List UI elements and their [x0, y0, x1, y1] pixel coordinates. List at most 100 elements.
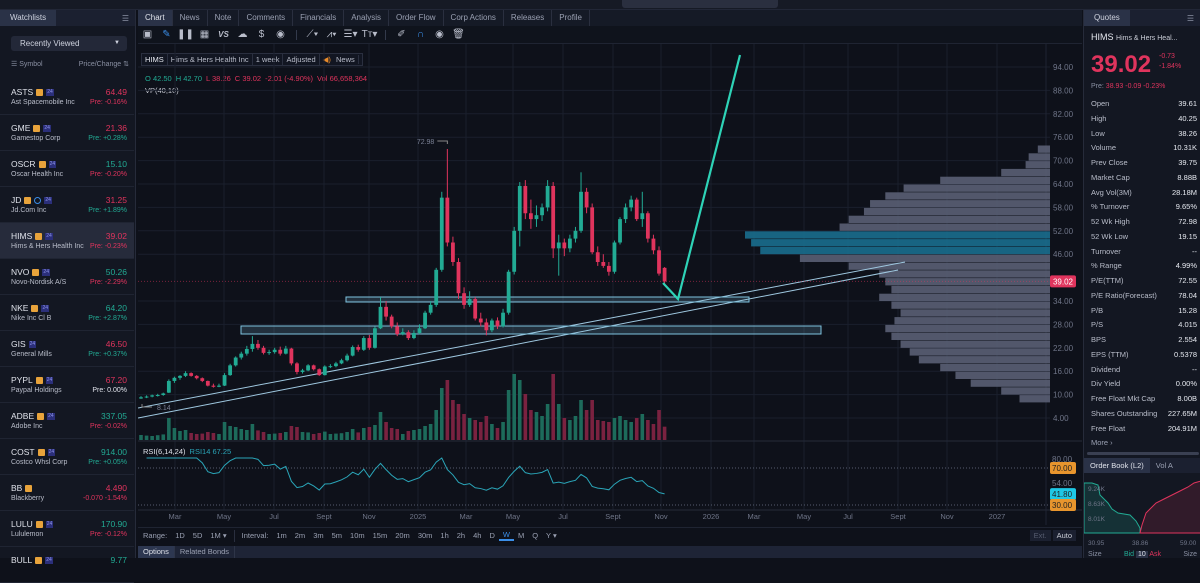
watchlist-header: Watchlists ☰ [0, 10, 135, 26]
tab-analysis[interactable]: Analysis [344, 10, 389, 26]
price-chart[interactable]: 94.00 88.00 82.00 76.00 70.00 64.00 58.00 52.00… [138, 44, 1082, 526]
order-book-tab[interactable]: Order Book (L2) [1084, 458, 1150, 473]
24h-trading-icon: 24 [47, 448, 56, 456]
quote-stat-label: Market Cap [1091, 172, 1130, 182]
rsi-label[interactable]: RSI(6,14,24) [143, 447, 186, 456]
interval-w[interactable]: W [498, 530, 514, 541]
watchlist-row-cost[interactable]: COST 24 Costco Whsl Corp 914.00 Pre: +0.05% [0, 439, 134, 475]
quotes-tab[interactable]: Quotes [1084, 10, 1130, 26]
tab-corp-actions[interactable]: Corp Actions [444, 10, 504, 26]
fib-tool-icon[interactable]: ☰▾ [343, 29, 358, 40]
interval-m[interactable]: M [517, 531, 525, 540]
tab-note[interactable]: Note [208, 10, 240, 26]
range-1m[interactable]: 1M ▾ [210, 531, 227, 540]
tab-news[interactable]: News [173, 10, 208, 26]
tab-financials[interactable]: Financials [293, 10, 345, 26]
trash-icon[interactable]: 🗑 [452, 29, 465, 40]
interval-2h[interactable]: 2h [456, 531, 466, 540]
range-5d[interactable]: 5D [192, 531, 203, 540]
watchlist-row-nke[interactable]: NKE 24 Nike Inc Cl B 64.20 Pre: +2.87% [0, 295, 134, 331]
watchlist-row-bb[interactable]: BB Blackberry 4.490 -0.070 -1.54% [0, 475, 134, 511]
interval-y[interactable]: Y ▾ [546, 531, 557, 540]
volume-bar [272, 433, 277, 440]
watchlist-row-adbe[interactable]: ADBE 24 Adobe Inc 337.05 Pre: -0.02% [0, 403, 134, 439]
candle-body [456, 262, 461, 294]
vol-analysis-tab[interactable]: Vol A [1155, 461, 1173, 470]
interval-d[interactable]: D [489, 531, 495, 540]
watchlist-row-bull[interactable]: BULL 24 9.77 [0, 547, 134, 583]
candle-body [451, 242, 455, 262]
extended-hours-toggle[interactable]: Ext. [1029, 530, 1051, 541]
watchlist-row-oscr[interactable]: OSCR 24 Oscar Health Inc 15.10 Pre: -0.20% [0, 151, 134, 187]
interval-4h[interactable]: 4h [473, 531, 482, 540]
tab-releases[interactable]: Releases [504, 10, 553, 26]
pattern-tool-icon[interactable]: ⩘▾ [326, 29, 337, 40]
trendline-tool-icon[interactable]: ⟋▾ [306, 29, 319, 40]
volume-profile-bar [940, 176, 1050, 184]
tab-related-bonds[interactable]: Related Bonds [175, 546, 236, 558]
dividend-icon[interactable]: ◉ [276, 29, 285, 40]
interval-30m[interactable]: 30m [417, 531, 433, 540]
watchlist-row-pypl[interactable]: PYPL 24 Paypal Holdings 67.20 Pre: 0.00% [0, 367, 134, 403]
horizontal-scrollbar[interactable] [1087, 452, 1199, 455]
candle-body [144, 396, 149, 398]
interval-1h[interactable]: 1h [440, 531, 449, 540]
watchlist-row-hims[interactable]: HIMS 24 Hims & Hers Health Inc 39.02 Pre: -0… [0, 223, 134, 259]
dollar-icon[interactable]: $ [258, 29, 265, 40]
watchlists-tab[interactable]: Watchlists [0, 10, 57, 26]
volume-bar [395, 429, 400, 440]
menu-icon[interactable]: ☰ [121, 13, 129, 23]
quote-row--range: % Range 4.99% [1091, 259, 1197, 274]
quote-row-free-float-mkt-cap: Free Float Mkt Cap 8.00B [1091, 392, 1197, 407]
sort-price-header[interactable]: Price/Change ⇅ [78, 61, 129, 68]
row-change: -0.070 -1.54% [83, 495, 127, 502]
more-stats-link[interactable]: More › [1091, 438, 1113, 447]
draw-pencil-icon[interactable]: ✎ [162, 29, 171, 40]
watchlist-row-gis[interactable]: GIS 24 General Mills 46.50 Pre: +0.37% [0, 331, 134, 367]
watchlist-row-asts[interactable]: ASTS 24 Ast Spacemobile Inc 64.49 Pre: -0.16… [0, 79, 134, 115]
tab-comments[interactable]: Comments [239, 10, 294, 26]
watchlist-row-gme[interactable]: GME 24 Gamestop Corp 21.36 Pre: +0.28% [0, 115, 134, 151]
chart-symbol[interactable]: HIMS [142, 54, 168, 65]
brush-icon[interactable]: ✐ [397, 29, 406, 40]
sort-symbol-header[interactable]: ☰ Symbol [11, 61, 43, 68]
global-search-input[interactable] [622, 0, 778, 8]
watchlist-row-lulu[interactable]: LULU 24 Lululemon 170.90 Pre: -0.12% [0, 511, 134, 547]
support-zone-lower [240, 325, 822, 335]
interval-15m[interactable]: 15m [372, 531, 388, 540]
adjust-selector[interactable]: Adjusted [283, 54, 320, 65]
tab-options[interactable]: Options [138, 546, 175, 558]
interval-1m[interactable]: 1m [276, 531, 287, 540]
watchlist-row-jd[interactable]: JD 24 Jd.Com Inc 31.25 Pre: +1.89% [0, 187, 134, 223]
eye-icon[interactable]: ◉ [435, 29, 444, 40]
depth-levels-selector[interactable]: 10 [1136, 551, 1148, 558]
interval-20m[interactable]: 20m [395, 531, 410, 540]
interval-5m[interactable]: 5m [331, 531, 343, 540]
auto-scale-toggle[interactable]: Auto [1052, 530, 1076, 541]
depth-x-label: 59.00 [1180, 540, 1197, 547]
volume-profile-bar [870, 200, 1050, 208]
news-toggle[interactable]: ◀) News [320, 54, 362, 65]
interval-10m[interactable]: 10m [350, 531, 365, 540]
tab-order-flow[interactable]: Order Flow [389, 10, 444, 26]
interval-selector[interactable]: 1 week [253, 54, 284, 65]
range-1d[interactable]: 1D [175, 531, 185, 540]
row-change: Pre: -0.12% [90, 531, 127, 538]
cloud-icon[interactable]: ☁ [237, 29, 248, 40]
text-tool-icon[interactable]: Tт▾ [361, 29, 378, 40]
tab-profile[interactable]: Profile [552, 10, 590, 26]
compare-vs-icon[interactable]: VS [218, 30, 229, 39]
layout-grid-icon[interactable]: ▦ [199, 29, 210, 40]
magnet-icon[interactable]: ∩ [416, 29, 425, 40]
tab-chart[interactable]: Chart [138, 10, 173, 26]
candle-body [567, 238, 572, 249]
menu-icon[interactable]: ☰ [1186, 13, 1194, 23]
interval-q[interactable]: Q [532, 531, 539, 540]
candle-icon[interactable]: ❚❚ [177, 29, 194, 40]
interval-2m[interactable]: 2m [294, 531, 306, 540]
watchlist-selector[interactable]: Recently Viewed ▼ [11, 36, 127, 51]
chart-type-icon[interactable]: ▣ [142, 29, 153, 40]
quote-stat-label: % Range [1091, 261, 1122, 271]
watchlist-row-nvo[interactable]: NVO 24 Novo-Nordisk A/S 50.26 Pre: -2.29% [0, 259, 134, 295]
interval-3m[interactable]: 3m [313, 531, 324, 540]
